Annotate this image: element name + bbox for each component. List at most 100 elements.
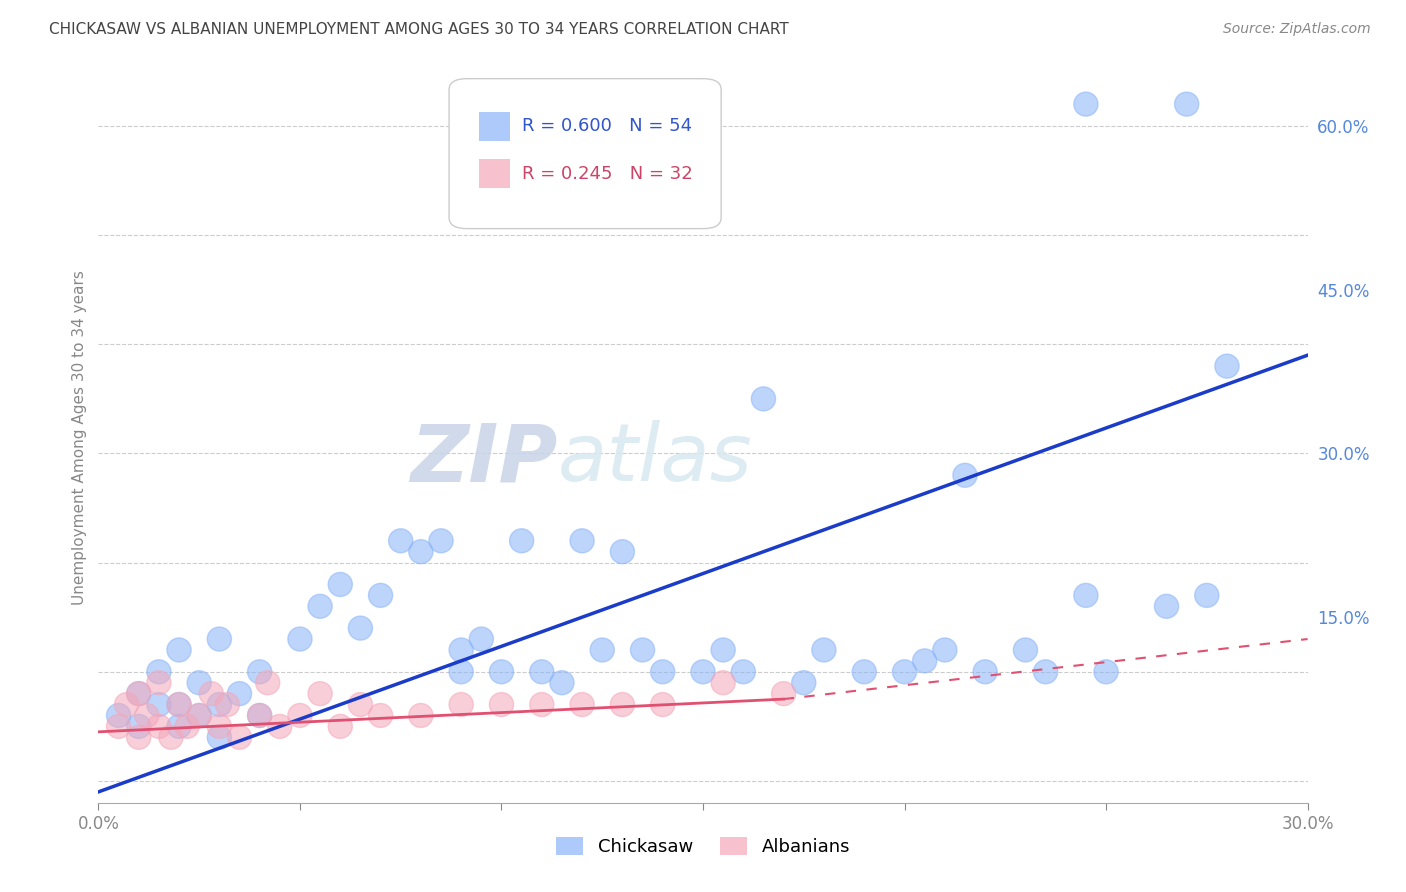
Text: R = 0.245   N = 32: R = 0.245 N = 32 <box>522 165 692 183</box>
Ellipse shape <box>187 704 211 728</box>
Ellipse shape <box>610 540 634 564</box>
Ellipse shape <box>409 704 433 728</box>
Ellipse shape <box>388 529 413 553</box>
Ellipse shape <box>912 648 936 673</box>
Ellipse shape <box>1074 583 1098 607</box>
Ellipse shape <box>127 681 150 706</box>
Ellipse shape <box>690 660 716 684</box>
Ellipse shape <box>1154 594 1178 618</box>
Ellipse shape <box>228 681 252 706</box>
Ellipse shape <box>308 681 332 706</box>
Ellipse shape <box>167 638 191 662</box>
Ellipse shape <box>127 681 150 706</box>
Ellipse shape <box>288 704 312 728</box>
Ellipse shape <box>893 660 917 684</box>
Ellipse shape <box>247 660 271 684</box>
Ellipse shape <box>146 692 172 716</box>
Ellipse shape <box>409 540 433 564</box>
Ellipse shape <box>449 660 474 684</box>
Legend: Chickasaw, Albanians: Chickasaw, Albanians <box>548 830 858 863</box>
Ellipse shape <box>256 671 280 695</box>
Ellipse shape <box>308 594 332 618</box>
Ellipse shape <box>1033 660 1057 684</box>
Ellipse shape <box>449 638 474 662</box>
Ellipse shape <box>107 714 131 739</box>
Ellipse shape <box>328 714 353 739</box>
Ellipse shape <box>509 529 534 553</box>
Y-axis label: Unemployment Among Ages 30 to 34 years: Unemployment Among Ages 30 to 34 years <box>72 269 87 605</box>
Ellipse shape <box>610 692 634 716</box>
Ellipse shape <box>731 660 755 684</box>
Ellipse shape <box>811 638 837 662</box>
Ellipse shape <box>711 638 735 662</box>
Ellipse shape <box>146 671 172 695</box>
Ellipse shape <box>772 681 796 706</box>
Ellipse shape <box>852 660 876 684</box>
Ellipse shape <box>146 714 172 739</box>
Ellipse shape <box>159 725 183 749</box>
Ellipse shape <box>107 704 131 728</box>
Ellipse shape <box>630 638 655 662</box>
Ellipse shape <box>187 671 211 695</box>
Ellipse shape <box>1215 354 1239 378</box>
Text: Source: ZipAtlas.com: Source: ZipAtlas.com <box>1223 22 1371 37</box>
Ellipse shape <box>146 660 172 684</box>
Ellipse shape <box>651 660 675 684</box>
Ellipse shape <box>591 638 614 662</box>
Ellipse shape <box>167 692 191 716</box>
Ellipse shape <box>973 660 997 684</box>
Ellipse shape <box>135 704 159 728</box>
Ellipse shape <box>489 660 513 684</box>
Ellipse shape <box>174 714 200 739</box>
Ellipse shape <box>1195 583 1219 607</box>
Text: atlas: atlas <box>558 420 752 498</box>
Ellipse shape <box>711 671 735 695</box>
FancyBboxPatch shape <box>479 159 509 188</box>
Ellipse shape <box>114 692 139 716</box>
Ellipse shape <box>200 681 224 706</box>
Ellipse shape <box>127 725 150 749</box>
Ellipse shape <box>127 714 150 739</box>
Ellipse shape <box>368 704 392 728</box>
Ellipse shape <box>167 692 191 716</box>
Ellipse shape <box>207 725 232 749</box>
Ellipse shape <box>247 704 271 728</box>
Ellipse shape <box>228 725 252 749</box>
Text: R = 0.600   N = 54: R = 0.600 N = 54 <box>522 117 692 136</box>
Ellipse shape <box>1074 92 1098 116</box>
Ellipse shape <box>569 529 595 553</box>
Ellipse shape <box>953 463 977 487</box>
Ellipse shape <box>207 692 232 716</box>
FancyBboxPatch shape <box>479 112 509 141</box>
Ellipse shape <box>1014 638 1038 662</box>
Ellipse shape <box>167 714 191 739</box>
Ellipse shape <box>288 627 312 651</box>
Ellipse shape <box>530 660 554 684</box>
Ellipse shape <box>349 616 373 640</box>
Ellipse shape <box>247 704 271 728</box>
Ellipse shape <box>932 638 957 662</box>
Ellipse shape <box>651 692 675 716</box>
Ellipse shape <box>368 583 392 607</box>
Ellipse shape <box>550 671 574 695</box>
Ellipse shape <box>751 387 776 411</box>
Ellipse shape <box>267 714 292 739</box>
Text: ZIP: ZIP <box>411 420 558 498</box>
Ellipse shape <box>449 692 474 716</box>
Ellipse shape <box>207 627 232 651</box>
Ellipse shape <box>207 714 232 739</box>
Ellipse shape <box>489 692 513 716</box>
FancyBboxPatch shape <box>449 78 721 228</box>
Ellipse shape <box>792 671 815 695</box>
Ellipse shape <box>470 627 494 651</box>
Ellipse shape <box>569 692 595 716</box>
Ellipse shape <box>187 704 211 728</box>
Ellipse shape <box>1174 92 1199 116</box>
Ellipse shape <box>429 529 453 553</box>
Ellipse shape <box>349 692 373 716</box>
Text: CHICKASAW VS ALBANIAN UNEMPLOYMENT AMONG AGES 30 TO 34 YEARS CORRELATION CHART: CHICKASAW VS ALBANIAN UNEMPLOYMENT AMONG… <box>49 22 789 37</box>
Ellipse shape <box>215 692 239 716</box>
Ellipse shape <box>530 692 554 716</box>
Ellipse shape <box>328 573 353 597</box>
Ellipse shape <box>1094 660 1118 684</box>
